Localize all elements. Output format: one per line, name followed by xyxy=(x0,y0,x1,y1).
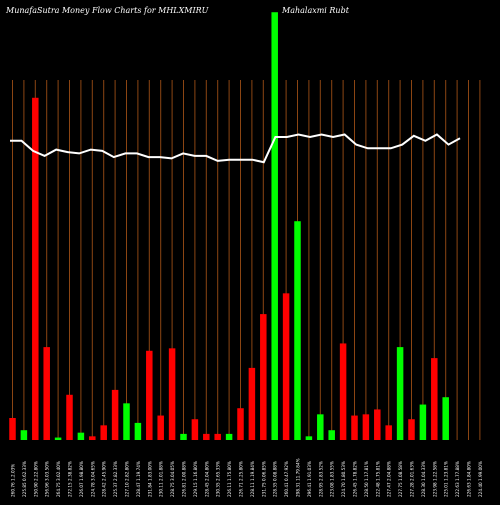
flow-bar xyxy=(100,425,107,440)
flow-bar xyxy=(328,430,335,440)
flow-bar xyxy=(168,348,176,440)
flow-bar xyxy=(43,347,50,440)
x-tick-label: 250.90 2.22.80% xyxy=(33,461,38,497)
x-tick-label: 228.45 2.04.80% xyxy=(204,461,209,497)
x-tick-label: 226.81 2.00.88% xyxy=(182,461,187,497)
x-tick-label: 227.10 2.82.80% xyxy=(125,461,130,497)
company-name: Mahalaxmi Rubt xyxy=(282,6,349,15)
x-tick-label: 296.41 1.91.03% xyxy=(307,461,312,497)
flow-bar xyxy=(20,430,28,440)
flow-bar xyxy=(77,432,85,440)
flow-bar xyxy=(442,397,449,440)
flow-bar xyxy=(385,425,392,440)
x-tick-label: 226.07 1.98.80% xyxy=(79,461,84,497)
flow-bar xyxy=(271,12,278,440)
chart-title: MunafaSutra Money Flow Charts for MHLXMI… xyxy=(6,6,209,15)
flow-bar xyxy=(180,433,187,440)
x-tick-label: 231.75 0.06.85% xyxy=(261,461,266,497)
flow-bar xyxy=(32,97,39,441)
x-tick-label: 223.98 1.22.58% xyxy=(432,461,437,497)
x-tick-label: 222.63 1.77.88% xyxy=(455,461,460,497)
flow-bar xyxy=(191,419,199,440)
flow-bar xyxy=(134,422,142,440)
money-flow-bars xyxy=(9,12,449,441)
flow-bar xyxy=(214,433,221,440)
x-tick-label: 229.15 1.16.80% xyxy=(193,461,198,497)
x-tick-label: 231.84 1.83.00% xyxy=(147,461,152,497)
x-tick-label: 225.37 2.82.33% xyxy=(113,461,118,497)
flow-bar xyxy=(351,415,358,440)
x-tick-label: 228.95 2.83.52% xyxy=(318,461,323,497)
x-tick-labels: 260.76 1.2.03% 225.85 0.62.33% 250.90 2.22… xyxy=(11,458,483,497)
flow-bar xyxy=(396,347,404,440)
flow-bar xyxy=(374,409,381,440)
x-tick-label: 228.30 1.04.33% xyxy=(421,461,426,497)
x-tick-label: 224.70 1.80.53% xyxy=(341,461,346,497)
flow-bar xyxy=(305,436,313,440)
x-tick-label: 227.47 2.04.88% xyxy=(387,461,392,497)
flow-bar xyxy=(317,414,324,440)
flow-bar xyxy=(419,404,427,440)
flow-bar xyxy=(362,414,370,440)
flow-bar xyxy=(431,358,438,440)
gridlines xyxy=(12,80,481,440)
flow-bar xyxy=(248,367,256,440)
flow-bar xyxy=(66,394,73,440)
flow-bar xyxy=(157,415,164,440)
flow-bar xyxy=(89,436,96,440)
x-tick-label: 224.40 1.99.00% xyxy=(478,461,483,497)
flow-bar xyxy=(294,221,301,440)
flow-bar xyxy=(54,437,62,440)
x-tick-label: 298.31 11.79.84% xyxy=(296,458,301,497)
x-tick-label: 272.15 2.38.82% xyxy=(68,461,73,497)
flow-bar xyxy=(111,389,119,440)
x-tick-label: 228.42 2.45.90% xyxy=(102,461,107,497)
x-tick-label: 226.71 2.25.80% xyxy=(239,461,244,497)
flow-bar xyxy=(225,433,233,440)
flow-bar xyxy=(146,350,153,440)
x-tick-label: 228.75 3.04.05% xyxy=(170,461,175,497)
x-tick-label: 228.50 1.17.81% xyxy=(364,461,369,497)
x-tick-label: 226.63 1.84.80% xyxy=(467,461,472,497)
flow-bar xyxy=(339,343,347,440)
x-tick-label: 225.85 0.62.33% xyxy=(22,461,27,497)
x-tick-label: 223.08 1.83.55% xyxy=(330,461,335,497)
flow-bar xyxy=(237,408,244,440)
flow-bar xyxy=(9,418,16,440)
x-tick-label: 264.75 3.02.40% xyxy=(56,461,61,497)
x-tick-label: 230.11 2.01.88% xyxy=(159,461,164,497)
x-tick-label: 228.47 1.19.74% xyxy=(136,461,141,497)
flow-bar xyxy=(282,293,290,440)
x-tick-label: 227.28 2.01.63% xyxy=(410,461,415,497)
price-line-path xyxy=(10,133,461,164)
flow-bar xyxy=(123,403,130,440)
x-tick-label: 225.01 1.23.81% xyxy=(444,461,449,497)
flow-bar xyxy=(203,433,210,440)
x-tick-label: 227.75 1.08.58% xyxy=(398,461,403,497)
flow-bar xyxy=(260,314,267,440)
x-tick-label: 230.35 2.65.33% xyxy=(216,461,221,497)
x-tick-label: 226.11 1.75.80% xyxy=(227,461,232,497)
x-tick-label: 222.48 1.75.81% xyxy=(375,461,380,497)
x-tick-label: 228.35 0.08.88% xyxy=(273,461,278,497)
x-tick-label: 226.45 1.78.82% xyxy=(353,461,358,497)
flow-bar xyxy=(408,419,415,440)
x-tick-label: 256.96 3.03.50% xyxy=(45,461,50,497)
x-tick-label: 224.78 3.04.65% xyxy=(90,461,95,497)
x-tick-label: 260.41 0.47.92% xyxy=(284,461,289,497)
price-line xyxy=(10,133,461,164)
x-tick-label: 228.11 1.19.84% xyxy=(250,461,255,497)
x-tick-label: 260.76 1.2.03% xyxy=(11,464,16,497)
